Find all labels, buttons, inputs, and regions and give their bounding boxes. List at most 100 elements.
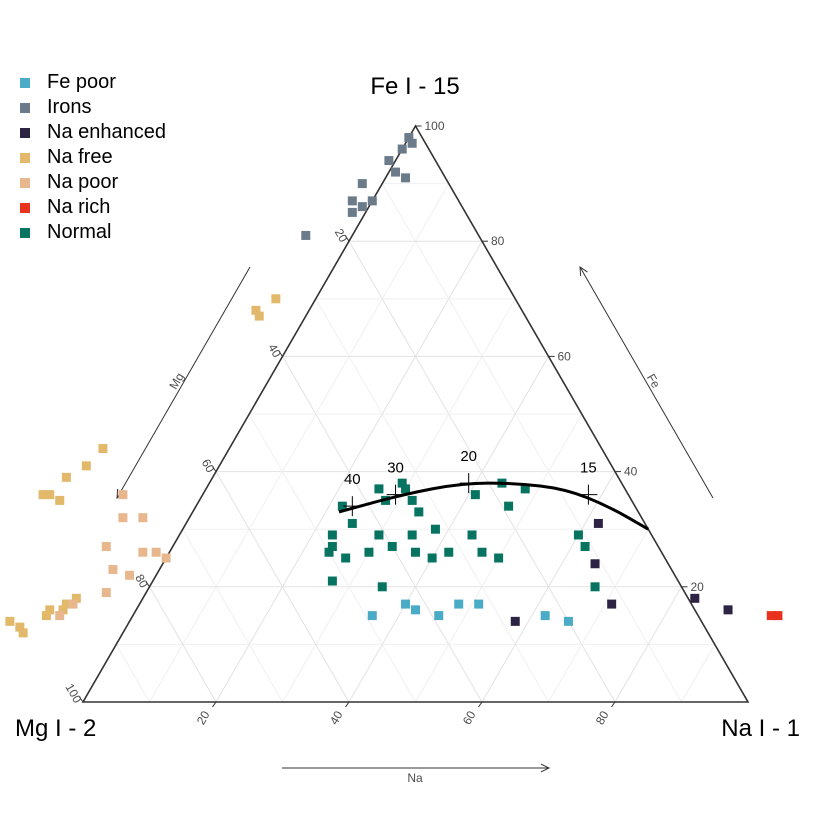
legend-label: Na enhanced [47, 121, 166, 143]
na-tick [212, 701, 217, 708]
curve-marker-label: 40 [344, 471, 361, 488]
data-point [38, 490, 48, 500]
legend-item: Na free [20, 145, 166, 170]
mg-tick [278, 351, 283, 357]
data-point [327, 530, 337, 540]
mg-tick [79, 696, 84, 703]
curve-marker-label: 30 [387, 460, 404, 477]
series-na-poor [55, 490, 171, 621]
data-point [407, 495, 417, 505]
mg-tick-label: 40 [265, 341, 284, 360]
data-point [411, 547, 420, 557]
data-point [55, 611, 65, 621]
reference-curve: 40 30 20 15 [338, 448, 650, 531]
legend-label: Fe poor [47, 71, 116, 93]
data-point [427, 553, 437, 563]
na-axis-label: Na [407, 771, 423, 785]
grid-line [149, 183, 450, 703]
grid-line [282, 298, 516, 703]
data-point [374, 484, 384, 494]
data-point [45, 605, 55, 615]
data-point [61, 472, 71, 482]
na-tick [345, 701, 350, 708]
data-point [347, 196, 357, 206]
curve-line [338, 481, 650, 531]
data-point [138, 547, 148, 557]
data-point [327, 541, 337, 551]
legend-label: Na poor [47, 171, 119, 193]
data-point [454, 599, 464, 609]
data-point [15, 622, 25, 632]
mg-tick [145, 581, 150, 588]
data-point [118, 490, 128, 500]
data-point [271, 294, 281, 304]
data-point [55, 495, 65, 505]
vertex-labels: Fe I - 15 Mg I - 2 Na I - 1 [15, 73, 800, 742]
data-point [391, 167, 401, 177]
data-point [444, 547, 454, 557]
data-point [377, 582, 387, 592]
grid-line [381, 183, 682, 703]
data-point [430, 524, 440, 534]
legend-label: Na rich [47, 196, 111, 218]
grid-line [681, 644, 716, 703]
triangle-frame [81, 124, 750, 703]
data-point [573, 530, 583, 540]
data-point [404, 133, 414, 143]
data-point [367, 196, 377, 206]
data-point [477, 547, 487, 557]
data-point [61, 599, 71, 609]
tick-labels: 20 40 60 80 100 20 40 60 80 100 20 40 60 80 [62, 119, 704, 727]
data-point [5, 616, 15, 626]
data-point [138, 513, 148, 523]
na-tick-label: 60 [460, 708, 479, 727]
grid-line [182, 528, 283, 703]
grid-line [481, 471, 616, 703]
legend-swatch [20, 202, 30, 213]
grid-line [149, 586, 217, 703]
curve-marker-label: 20 [460, 448, 477, 465]
vertex-label-top: Fe I - 15 [370, 73, 459, 100]
grid-line [614, 586, 682, 703]
fe-axis-arrow-head [579, 266, 588, 277]
series-na-enhanced [510, 518, 733, 626]
na-tick-label: 80 [593, 708, 612, 727]
data-point [327, 576, 337, 586]
legend-label: Normal [47, 221, 112, 243]
legend-item: Normal [20, 220, 166, 245]
data-point [563, 616, 573, 626]
legend-swatch [20, 127, 30, 138]
legend-item: Irons [20, 95, 166, 120]
data-point [161, 553, 171, 563]
grid-line [248, 413, 416, 703]
data-point [407, 530, 417, 540]
data-point [401, 599, 411, 609]
legend-label: Na free [47, 146, 113, 168]
data-point [301, 230, 311, 240]
data-point [401, 484, 411, 494]
fe-axis-label: Fe [644, 371, 663, 390]
data-point [504, 501, 514, 511]
data-point [414, 507, 424, 517]
data-point [593, 518, 603, 528]
mg-axis-arrow [116, 266, 251, 499]
data-point [470, 490, 480, 500]
legend-swatch [20, 102, 30, 113]
legend-item: Na enhanced [20, 120, 166, 145]
data-point [81, 461, 91, 471]
data-point [71, 593, 81, 603]
data-point [18, 628, 28, 638]
series-normal [324, 478, 600, 592]
legend-item: Fe poor [20, 70, 166, 95]
axis-arrows: Mg Na Fe [116, 266, 714, 785]
triangle-outline [81, 124, 750, 703]
mg-tick-label: 80 [132, 572, 151, 591]
mg-tick-label: 20 [332, 226, 351, 245]
data-point [254, 311, 264, 321]
data-point [723, 605, 733, 615]
data-point [520, 484, 530, 494]
data-point [357, 202, 367, 212]
data-point [434, 611, 444, 621]
series-irons [301, 133, 417, 240]
legend-item: Na poor [20, 170, 166, 195]
